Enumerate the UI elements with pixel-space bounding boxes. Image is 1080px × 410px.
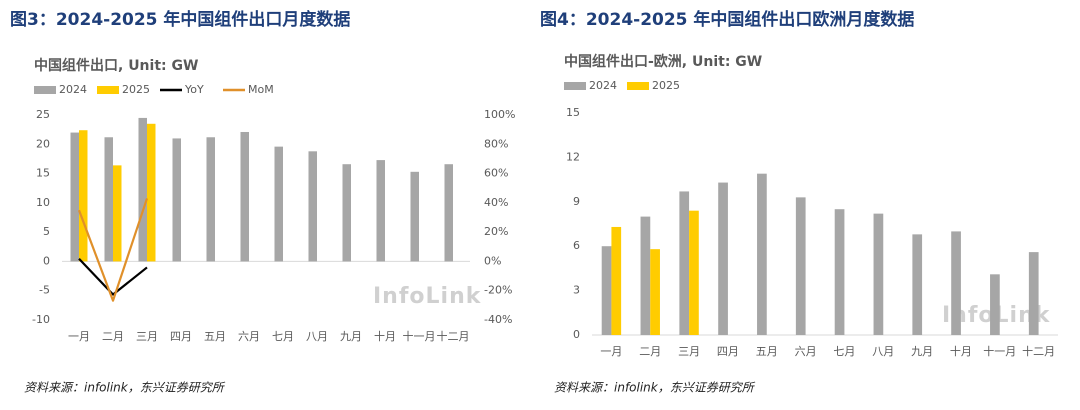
y-tick-label: 25 [36,108,50,121]
watermark: InfoLink [373,284,482,309]
x-tick-label: 九月 [911,345,933,358]
x-tick-label: 十一月 [983,344,1016,358]
bar [113,165,122,262]
y2-tick-label: -40% [484,313,512,326]
y2-tick-label: 0% [484,254,501,267]
y2-tick-label: 100% [484,108,515,121]
y2-tick-label: 80% [484,137,508,150]
x-tick-label: 六月 [795,345,817,358]
bar [990,274,1000,335]
legend-swatch [564,82,586,90]
legend-label: 2024 [59,83,87,96]
x-tick-label: 九月 [340,330,362,343]
source-note: 资料来源：infolink，东兴证券研究所 [24,381,226,395]
bar [240,131,249,262]
bar [308,151,317,262]
legend-swatch [97,86,119,94]
bar [147,123,156,262]
y2-tick-label: -20% [484,284,512,297]
bar [873,213,884,335]
bar [795,197,806,335]
bar [70,132,79,262]
bar [951,231,961,335]
y-tick-label: 15 [566,106,580,119]
y-tick-label: -10 [32,313,50,326]
legend-swatch [34,86,56,94]
y-tick-label: 10 [36,196,50,209]
y-tick-label: 3 [573,284,580,297]
bar [601,246,612,335]
y-tick-label: 5 [43,225,50,238]
bar [104,137,113,262]
x-tick-label: 二月 [102,330,124,343]
bar [1028,252,1039,335]
y-tick-label: -5 [39,284,50,297]
legend-label: YoY [184,83,204,96]
x-tick-label: 七月 [833,345,855,358]
bar [640,216,651,335]
x-tick-label: 三月 [678,345,700,358]
bar [679,191,690,335]
chart-subtitle: 中国组件出口, Unit: GW [34,57,198,74]
line-series [77,198,149,302]
y-tick-label: 6 [573,239,580,252]
bar [138,117,147,262]
x-tick-label: 二月 [639,345,661,358]
y-tick-label: 9 [573,195,580,208]
figure-title: 图4：2024-2025 年中国组件出口欧洲月度数据 [540,9,914,30]
x-tick-label: 十一月 [403,329,436,343]
x-tick-label: 三月 [136,330,158,343]
x-tick-label: 六月 [238,330,260,343]
bar [650,249,660,335]
bar [912,234,923,335]
y2-tick-label: 20% [484,225,508,238]
x-tick-label: 四月 [717,345,739,358]
source-note: 资料来源：infolink，东兴证券研究所 [554,381,756,395]
y-tick-label: 0 [573,328,580,341]
bar [689,210,699,335]
chart-subtitle: 中国组件出口-欧洲, Unit: GW [564,53,762,70]
x-tick-label: 十二月 [437,329,470,343]
x-tick-label: 十二月 [1022,344,1055,358]
x-tick-label: 八月 [306,330,328,343]
bar [444,164,453,262]
bar [834,209,845,335]
bar [79,130,88,262]
line-series [78,258,148,296]
x-tick-label: 七月 [272,330,294,343]
bar [274,146,283,262]
legend-label: 2025 [122,83,150,96]
x-tick-label: 五月 [204,330,226,343]
bar [757,173,767,335]
x-tick-label: 十月 [374,329,396,343]
y2-tick-label: 40% [484,196,508,209]
bar [410,171,419,262]
bar [172,138,181,262]
x-tick-label: 八月 [872,345,894,358]
bar [206,137,215,262]
y2-tick-label: 60% [484,167,508,180]
x-tick-label: 四月 [170,330,192,343]
y-tick-label: 20 [36,137,50,150]
bar [376,160,385,262]
x-tick-label: 五月 [756,345,778,358]
y-tick-label: 0 [43,254,50,267]
x-tick-label: 一月 [600,345,622,358]
legend-swatch [627,82,649,90]
x-tick-label: 十月 [950,344,972,358]
x-tick-label: 一月 [68,330,90,343]
y-tick-label: 15 [36,167,50,180]
legend-label: 2025 [652,79,680,92]
bar [718,182,728,335]
bar [611,226,622,335]
legend-label: 2024 [589,79,617,92]
legend-label: MoM [248,83,274,96]
figure-title: 图3：2024-2025 年中国组件出口月度数据 [10,9,350,30]
bar [342,164,351,262]
y-tick-label: 12 [566,150,580,163]
